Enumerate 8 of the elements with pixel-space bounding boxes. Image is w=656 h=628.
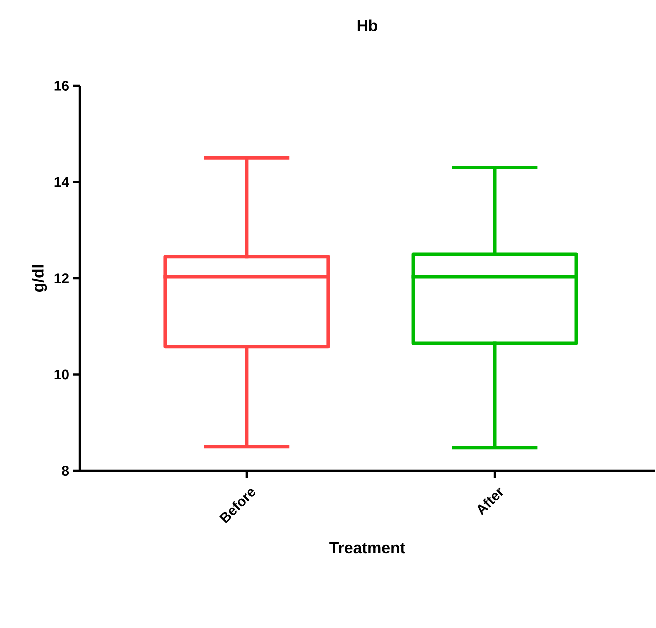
chart-title: Hb [358,20,378,32]
y-tick-label: 10 [54,370,69,380]
x-axis-title: Treatment [330,542,406,554]
y-tick-label: 14 [54,177,70,188]
y-tick-label: 16 [54,81,69,91]
y-tick-label: 8 [62,466,70,476]
y-tick-label: 12 [54,274,69,284]
y-axis-title: g/dl [32,265,48,292]
